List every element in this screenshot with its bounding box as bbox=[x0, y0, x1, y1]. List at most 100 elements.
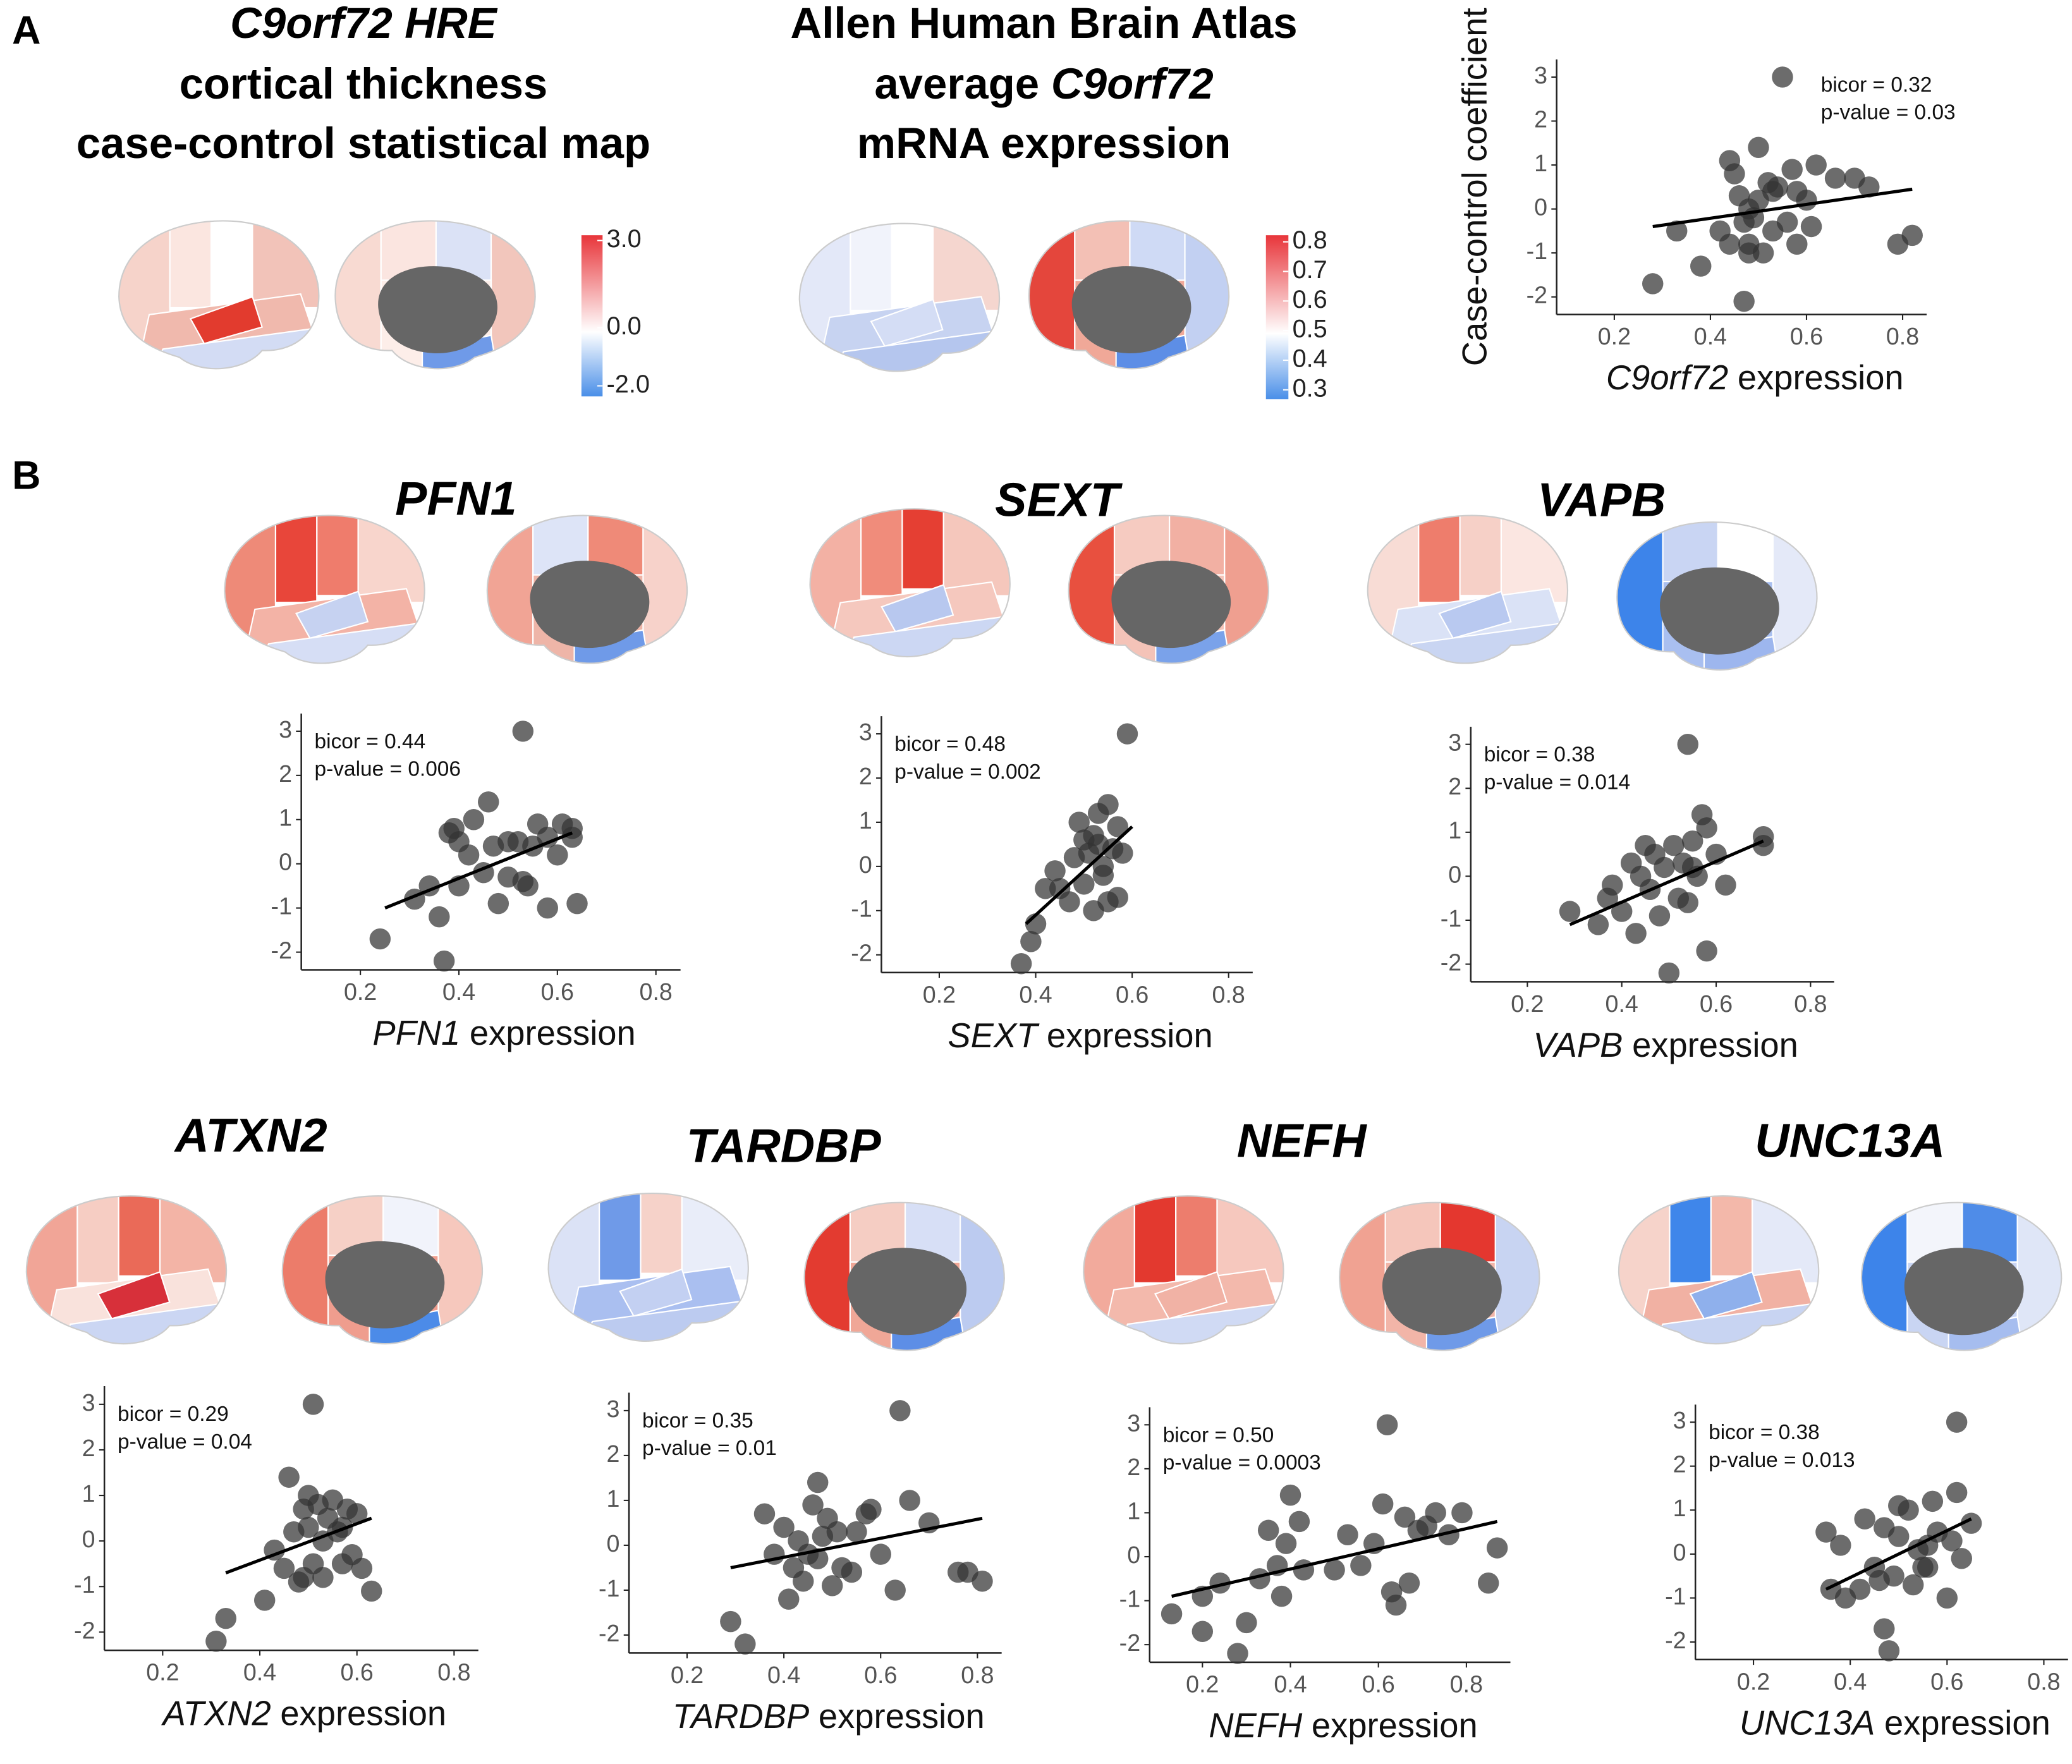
y-tick-label: 3 bbox=[1673, 1407, 1686, 1433]
heading-line: cortical thickness bbox=[180, 59, 548, 108]
x-tick-label: 0.4 bbox=[442, 978, 475, 1005]
point bbox=[1922, 1490, 1944, 1512]
point bbox=[1800, 216, 1822, 238]
y-tick-label: -2 bbox=[1665, 1627, 1686, 1653]
y-tick-label: 0 bbox=[1534, 194, 1547, 221]
x-tick-label: 0.2 bbox=[1511, 990, 1544, 1017]
x-tick-label: 0.6 bbox=[1930, 1668, 1963, 1694]
colorbar-tick-label: 0.6 bbox=[1293, 286, 1327, 313]
point bbox=[1752, 834, 1774, 856]
annotation: p-value = 0.03 bbox=[1821, 101, 1956, 125]
x-axis-label: VAPB expression bbox=[1533, 1026, 1798, 1064]
brain-lateral bbox=[1608, 1186, 1835, 1351]
colorbar-tick-label: 0.7 bbox=[1293, 256, 1327, 284]
x-axis-label-part: TARDBP bbox=[673, 1697, 809, 1736]
point bbox=[1279, 1484, 1301, 1506]
heading-part: C9orf72 HRE bbox=[230, 0, 498, 47]
y-tick-label: 1 bbox=[1534, 150, 1547, 176]
x-axis-label-part: NEFH bbox=[1209, 1706, 1303, 1745]
y-tick-label: 2 bbox=[1534, 106, 1547, 132]
annotation: p-value = 0.0003 bbox=[1163, 1451, 1321, 1475]
point bbox=[1715, 874, 1736, 896]
brain-medial bbox=[478, 506, 698, 671]
point bbox=[778, 1588, 800, 1610]
y-tick-label: 2 bbox=[1673, 1451, 1686, 1478]
point bbox=[899, 1490, 920, 1511]
brain-lateral bbox=[214, 506, 441, 671]
point bbox=[793, 1571, 814, 1592]
point bbox=[1858, 176, 1880, 198]
point bbox=[1642, 273, 1664, 295]
x-axis-label-part: expression bbox=[1738, 358, 1904, 397]
fit-line bbox=[730, 1516, 983, 1569]
point bbox=[253, 1590, 276, 1611]
x-tick-label: 0.4 bbox=[243, 1659, 276, 1686]
point bbox=[1398, 1572, 1420, 1594]
y-tick-label: 3 bbox=[1448, 729, 1461, 756]
x-tick-label: 0.8 bbox=[1450, 1671, 1483, 1698]
point bbox=[1337, 1524, 1358, 1545]
x-tick-label: 0.6 bbox=[1362, 1671, 1395, 1698]
x-tick-label: 0.2 bbox=[1737, 1668, 1770, 1694]
brain-medial bbox=[1608, 513, 1828, 678]
point bbox=[1738, 242, 1760, 264]
y-tick-label: 1 bbox=[1448, 817, 1461, 844]
x-tick-label: 0.2 bbox=[1186, 1671, 1219, 1698]
brain-lateral bbox=[108, 212, 335, 377]
x-tick-label: 0.4 bbox=[1834, 1668, 1867, 1694]
x-axis-label: UNC13A expression bbox=[1740, 1704, 2051, 1743]
annotation: bicor = 0.50 bbox=[1163, 1423, 1274, 1447]
brain-lateral bbox=[799, 499, 1026, 664]
colorbar-tick-label: 3.0 bbox=[607, 225, 642, 253]
x-tick-label: 0.6 bbox=[341, 1659, 374, 1686]
point bbox=[1648, 905, 1671, 927]
point bbox=[1888, 1526, 1910, 1547]
point bbox=[1666, 220, 1688, 242]
colorbar-tick-label: 0.3 bbox=[1293, 374, 1327, 402]
point bbox=[1658, 962, 1680, 984]
point bbox=[537, 827, 558, 848]
heading-line: mRNA expression bbox=[857, 119, 1231, 167]
brain-medial bbox=[1852, 1193, 2072, 1358]
y-tick-label: -2 bbox=[851, 940, 872, 966]
point bbox=[1677, 892, 1698, 913]
annotation: bicor = 0.29 bbox=[118, 1402, 229, 1426]
point bbox=[1960, 1512, 1982, 1534]
y-tick-label: -1 bbox=[1119, 1586, 1140, 1612]
x-tick-label: 0.4 bbox=[1274, 1671, 1307, 1698]
fit-line bbox=[1025, 825, 1133, 925]
point bbox=[1209, 1572, 1231, 1594]
point bbox=[1748, 137, 1769, 158]
x-axis-label-part: SEXT bbox=[948, 1017, 1040, 1055]
y-tick-label: 3 bbox=[1127, 1409, 1140, 1436]
point bbox=[1350, 1555, 1372, 1576]
point bbox=[1112, 842, 1133, 864]
brain-medial bbox=[1059, 506, 1279, 671]
y-axis-label: Case-control coefficient bbox=[1456, 8, 1494, 366]
point bbox=[1663, 834, 1685, 856]
point bbox=[1044, 860, 1066, 882]
point bbox=[1681, 830, 1703, 852]
point bbox=[1257, 1519, 1279, 1542]
x-tick-label: 0.8 bbox=[961, 1662, 994, 1688]
chart-title: SEXT bbox=[995, 473, 1123, 526]
y-tick-label: -1 bbox=[271, 893, 292, 920]
point bbox=[1946, 1481, 1968, 1504]
heading-part: case-control statistical map bbox=[76, 119, 650, 167]
heading-line: Allen Human Brain Atlas bbox=[790, 0, 1297, 47]
point bbox=[1874, 1618, 1895, 1639]
x-tick-label: 0.6 bbox=[1116, 981, 1149, 1007]
y-tick-label: -1 bbox=[1665, 1583, 1686, 1609]
point bbox=[807, 1471, 829, 1493]
y-tick-label: 1 bbox=[607, 1485, 620, 1512]
point bbox=[1946, 1411, 1968, 1433]
point bbox=[1883, 1565, 1904, 1587]
point bbox=[860, 1499, 882, 1520]
y-tick-label: 3 bbox=[279, 716, 292, 743]
point bbox=[773, 1516, 795, 1538]
brain-lateral bbox=[537, 1184, 764, 1349]
colorbar-tick-label: 0.5 bbox=[1293, 315, 1327, 343]
point bbox=[1486, 1537, 1508, 1559]
point bbox=[478, 791, 499, 813]
